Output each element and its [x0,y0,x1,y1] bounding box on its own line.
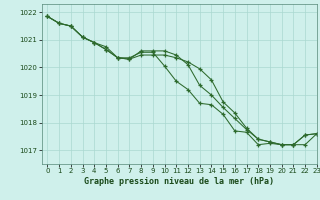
X-axis label: Graphe pression niveau de la mer (hPa): Graphe pression niveau de la mer (hPa) [84,177,274,186]
